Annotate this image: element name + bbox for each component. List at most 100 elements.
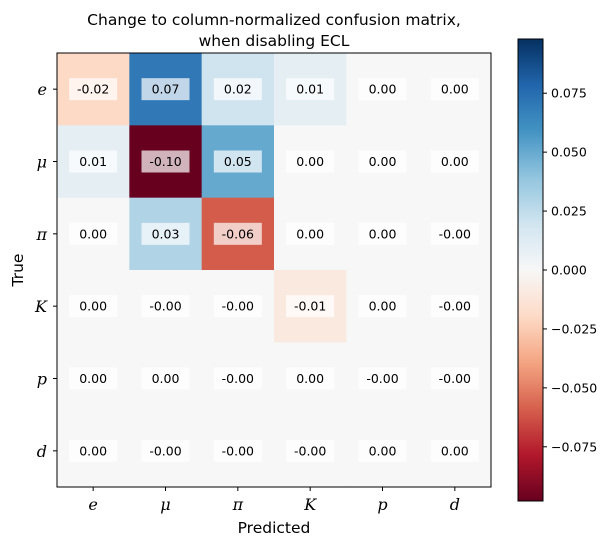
cell-label: 0.07	[152, 82, 180, 97]
x-tick-label: e	[88, 495, 97, 514]
cell-label: -0.00	[439, 371, 471, 386]
cell-label-background	[358, 439, 407, 462]
cell-label: -0.00	[222, 371, 254, 386]
cell-label-background	[286, 367, 335, 390]
cell-label: 0.00	[296, 371, 324, 386]
cell-label: -0.10	[149, 154, 181, 169]
cell-label: 0.00	[369, 154, 397, 169]
cell-label: 0.00	[79, 226, 107, 241]
cell-label: -0.00	[222, 299, 254, 314]
chart-title-line-2: when disabling ECL	[199, 32, 350, 50]
colorbar-tick-label: 0.025	[551, 204, 587, 219]
cell-label: 0.00	[79, 371, 107, 386]
cell-label: 0.00	[369, 299, 397, 314]
cell-label-background	[69, 295, 118, 318]
x-tick-label: p	[377, 495, 387, 514]
cell-label-background	[430, 295, 479, 318]
cell-label-background	[286, 150, 335, 173]
cell-label-background	[358, 150, 407, 173]
x-tick-label: K	[303, 495, 317, 514]
colorbar-tick-label: −0.050	[551, 380, 597, 395]
cell-label-background	[430, 78, 479, 101]
cell-label: 0.03	[152, 226, 180, 241]
y-tick-label: μ	[37, 153, 47, 172]
y-axis-ticks: e μ π Kp d	[34, 80, 57, 461]
cell-label: 0.00	[296, 154, 324, 169]
y-tick-label: K	[34, 297, 48, 316]
y-tick-label: e	[38, 80, 47, 99]
cell-label-background	[286, 222, 335, 245]
colorbar-tick-label: −0.025	[551, 321, 597, 336]
cell-label-background	[430, 367, 479, 390]
cell-label-background	[69, 439, 118, 462]
cell-label-background	[213, 439, 262, 462]
cell-label-background	[69, 367, 118, 390]
cell-label: -0.06	[222, 226, 254, 241]
cell-label: -0.00	[439, 226, 471, 241]
cell-label-background	[69, 150, 118, 173]
colorbar-ticks: −0.075 −0.050 −0.025 0.000 0.025 0.050 0.075	[543, 86, 597, 454]
cell-label-background	[430, 222, 479, 245]
cell-label-background	[358, 295, 407, 318]
cell-label-background	[69, 78, 118, 101]
cell-label-background	[286, 78, 335, 101]
y-tick-label: π	[35, 225, 47, 244]
cell-label: 0.00	[152, 371, 180, 386]
colorbar-tick-label: 0.050	[551, 145, 587, 160]
cell-label: -0.00	[294, 443, 326, 458]
cell-label: -0.01	[294, 299, 326, 314]
cell-label: 0.00	[296, 226, 324, 241]
cell-label: 0.00	[79, 443, 107, 458]
cell-label: 0.01	[79, 154, 107, 169]
x-tick-label: d	[450, 495, 460, 514]
cell-label: 0.00	[441, 82, 469, 97]
chart-title-line-1: Change to column-normalized confusion ma…	[87, 11, 461, 29]
colorbar-tick-label: 0.075	[551, 86, 587, 101]
colorbar	[517, 38, 544, 502]
cell-label-background	[141, 439, 190, 462]
y-tick-label: d	[37, 442, 47, 461]
cell-label-background	[141, 367, 190, 390]
cell-label-background	[430, 150, 479, 173]
cell-label-background	[69, 222, 118, 245]
cell-label: 0.02	[224, 82, 252, 97]
cell-label: -0.02	[77, 82, 109, 97]
cell-label-background	[141, 295, 190, 318]
cell-label: 0.01	[296, 82, 324, 97]
cell-label: 0.00	[441, 154, 469, 169]
x-axis-label: Predicted	[238, 519, 311, 537]
cell-label-background	[430, 439, 479, 462]
cell-label: -0.00	[439, 299, 471, 314]
cell-label-background	[286, 439, 335, 462]
cell-label: 0.05	[224, 154, 252, 169]
cell-label: 0.00	[369, 82, 397, 97]
cell-label-background	[286, 295, 335, 318]
cell-label-background	[358, 367, 407, 390]
cell-label-background	[213, 78, 262, 101]
cell-label: 0.00	[369, 443, 397, 458]
cell-label-background	[358, 222, 407, 245]
cell-label-background	[213, 150, 262, 173]
cell-label-background	[141, 150, 190, 173]
y-tick-label: p	[37, 370, 47, 389]
cell-label-background	[213, 295, 262, 318]
heatmap-cells: -0.02 0.07 0.02 0.01 0.00 0.00 0.01 -0.10 0.05 0.…	[57, 53, 492, 488]
x-tick-label: π	[232, 495, 244, 514]
cell-label: 0.00	[79, 299, 107, 314]
y-axis-label: True	[9, 254, 27, 288]
cell-label-background	[213, 367, 262, 390]
cell-label-background	[358, 78, 407, 101]
cell-label: -0.00	[222, 443, 254, 458]
cell-label: 0.00	[369, 226, 397, 241]
colorbar-tick-label: −0.075	[551, 439, 597, 454]
cell-label: -0.00	[149, 443, 181, 458]
plot-frame	[56, 52, 492, 488]
x-tick-label: μ	[160, 495, 170, 514]
colorbar-tick-label: 0.000	[551, 263, 587, 278]
cell-label-background	[141, 78, 190, 101]
cell-label-background	[141, 222, 190, 245]
cell-label: 0.00	[441, 443, 469, 458]
cell-label: -0.00	[366, 371, 398, 386]
